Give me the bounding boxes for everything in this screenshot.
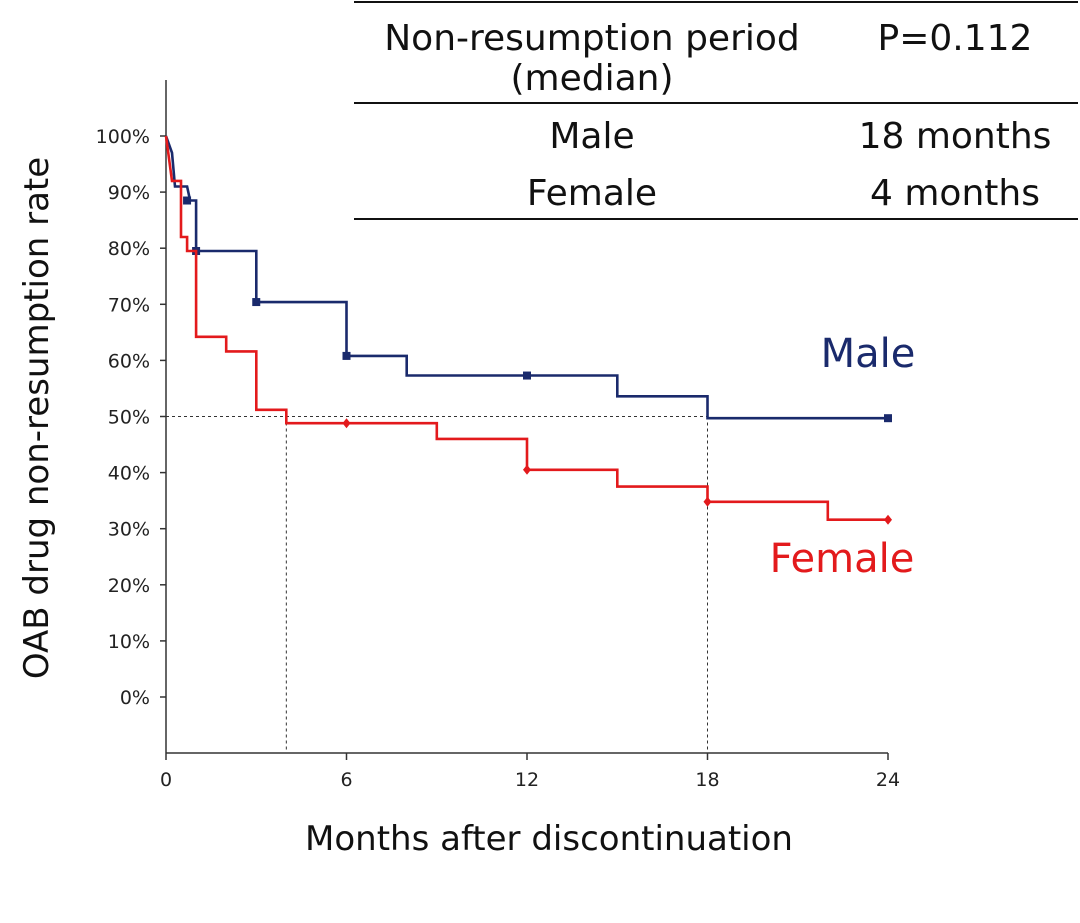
series-line-female [164,135,888,522]
series-line-male [164,135,888,420]
x-tick-label: 12 [515,769,539,791]
table-row-female-group: Female [527,173,657,214]
censor-mark [884,514,892,525]
x-tick-label: 6 [340,769,352,791]
x-tick-label: 18 [695,769,719,791]
y-axis-title: OAB drug non-resumption rate [17,157,57,679]
y-tick-label: 70% [108,294,150,316]
censor-mark [342,351,351,360]
p-value: P=0.112 [878,18,1033,59]
y-tick-label: 60% [108,350,150,372]
median-reference-lines [166,416,708,753]
y-tick-label: 20% [108,575,150,597]
table-row-female-value: 4 months [870,173,1040,214]
censor-mark [703,496,712,507]
y-tick-label: 80% [108,238,150,260]
series-female [164,135,892,525]
median-table: Non-resumption period (median) P=0.112 M… [354,1,1078,220]
y-tick-label: 40% [108,463,150,485]
censor-mark [523,371,531,380]
y-tick-label: 50% [108,407,150,429]
table-header-line1: Non-resumption period [384,18,800,59]
y-tick-label: 0% [120,687,150,709]
series-label-male: Male [821,331,916,377]
y-tick-label: 10% [108,631,150,653]
axis-ticks: 0 6 12 18 24 0% 10% 20% 30% 40% 50% 60% 70% 80% 90% 100… [96,126,900,791]
y-tick-label: 30% [108,519,150,541]
censor-mark [183,196,192,205]
x-tick-label: 24 [876,769,900,791]
series-layer [164,135,892,525]
censor-mark [342,418,351,429]
x-axis-title: Months after discontinuation [305,819,793,859]
censor-mark [884,414,892,423]
table-header-line2: (median) [510,58,673,99]
y-tick-label: 90% [108,182,150,204]
table-row-male-group: Male [549,116,634,157]
series-label-female: Female [770,536,915,582]
censor-mark [523,464,531,475]
y-tick-label: 100% [96,126,150,148]
censor-mark [252,298,261,307]
x-tick-label: 0 [160,769,172,791]
table-row-male-value: 18 months [859,116,1052,157]
